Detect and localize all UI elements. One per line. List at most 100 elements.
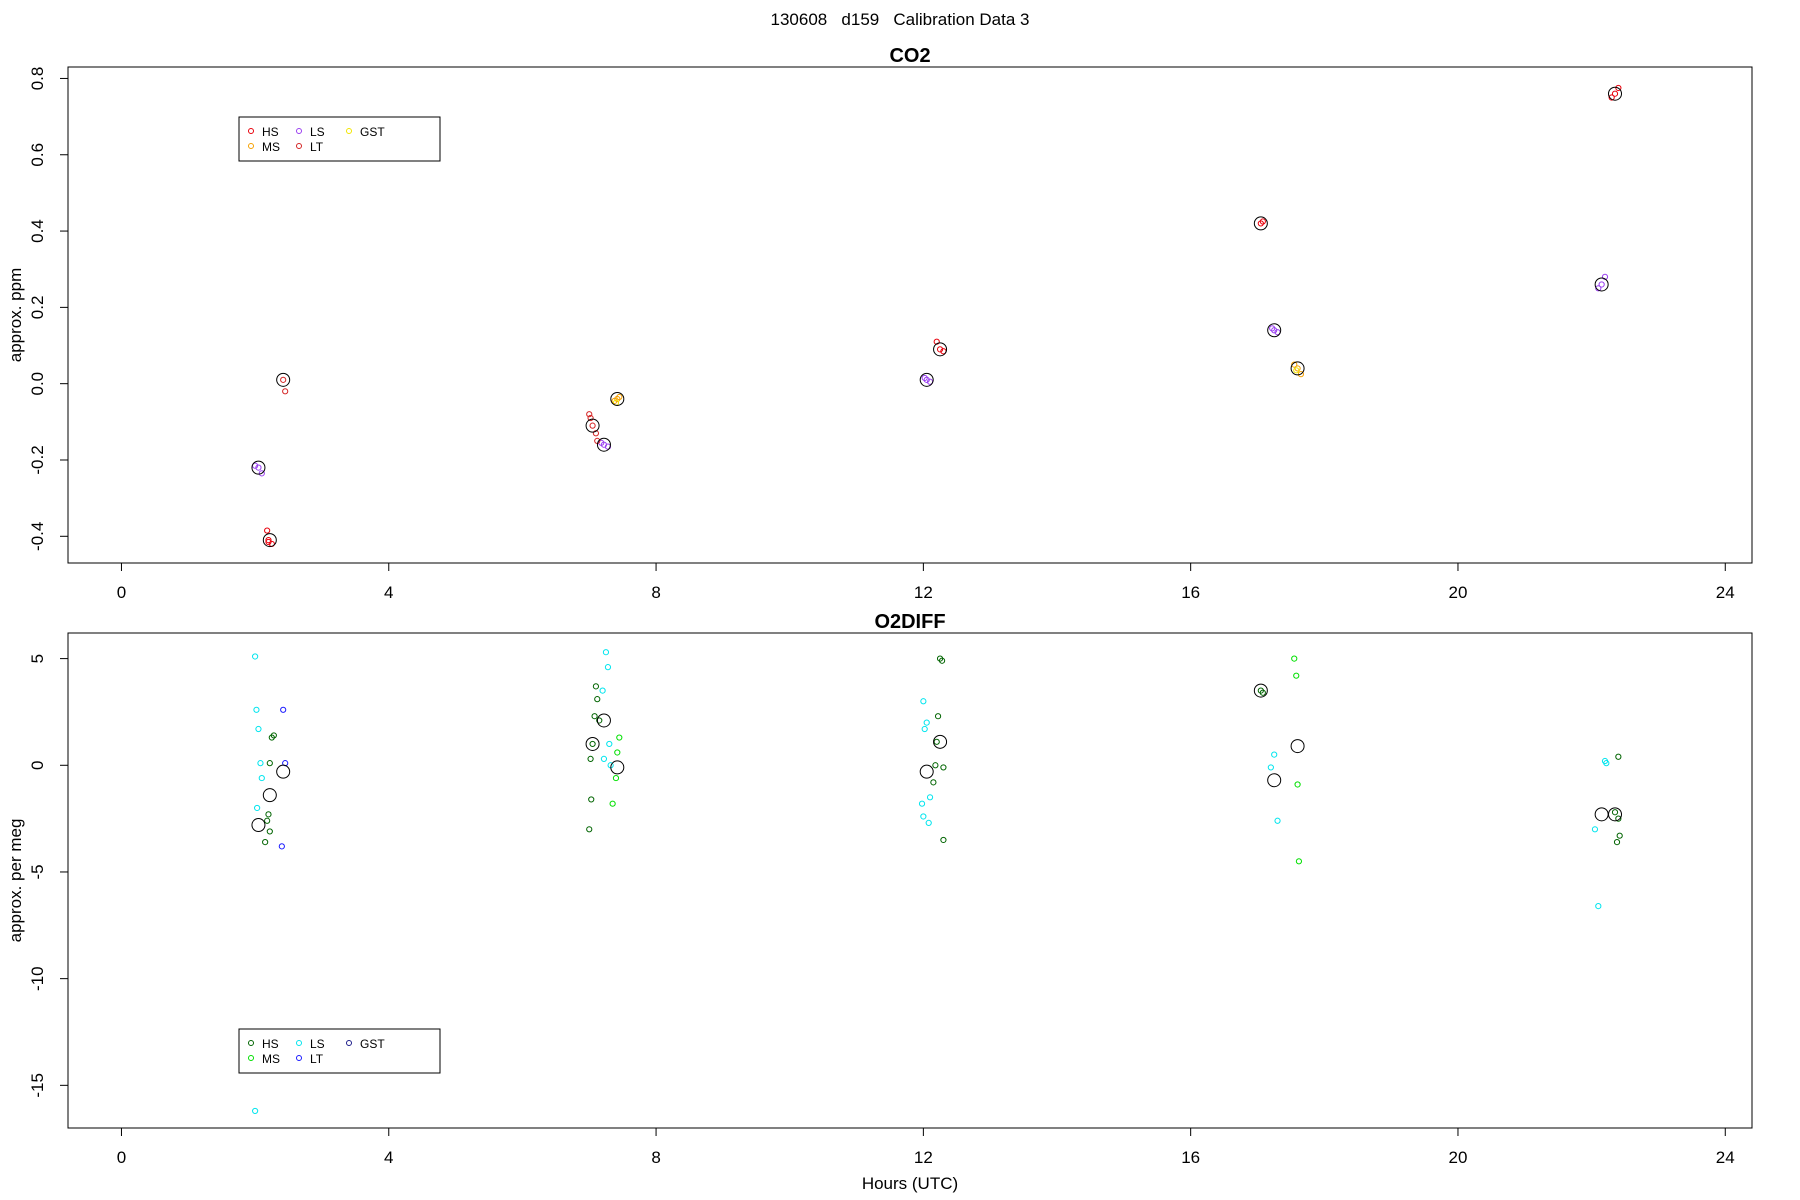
data-point (599, 687, 606, 694)
data-point (588, 796, 595, 803)
y-tick-label: -0.2 (28, 445, 47, 474)
mean-marker (933, 342, 948, 357)
y-tick-label: -15 (28, 1073, 47, 1098)
y-tick-label: 0.8 (28, 67, 47, 91)
data-point (589, 422, 596, 429)
mean-marker (1253, 683, 1268, 698)
data-point (921, 725, 928, 733)
data-point (940, 836, 947, 844)
legend-box (238, 116, 441, 162)
data-point (1297, 371, 1305, 378)
mean-marker (1608, 807, 1623, 822)
mean-marker (262, 788, 277, 803)
x-tick-label: 20 (1449, 1148, 1468, 1167)
data-point (258, 470, 265, 477)
data-point (589, 740, 596, 748)
mean-marker (1608, 86, 1623, 101)
legend-item-ms: MS (248, 1052, 280, 1066)
data-point (616, 734, 623, 741)
data-point (1295, 858, 1303, 865)
mean-marker (610, 760, 625, 775)
legend-label: LT (310, 140, 324, 154)
data-point (265, 811, 272, 818)
data-point (1294, 781, 1301, 788)
data-point (921, 374, 928, 382)
data-point (587, 414, 594, 422)
data-point (270, 732, 277, 739)
data-point (600, 755, 608, 762)
data-point (933, 738, 940, 745)
y-tick-label: -5 (28, 864, 47, 879)
y-axis-label: approx. ppm (6, 268, 25, 363)
mean-marker (1594, 807, 1609, 822)
data-point (936, 346, 944, 353)
data-point (252, 1107, 259, 1115)
legend-marker (296, 1040, 302, 1046)
legend-label: HS (262, 125, 279, 139)
data-point (280, 706, 287, 713)
data-point (1271, 327, 1278, 334)
series-hs (262, 655, 1623, 846)
x-tick-label: 20 (1449, 583, 1468, 602)
data-point (1615, 815, 1622, 822)
data-point (920, 813, 927, 820)
data-point (282, 388, 289, 395)
data-point (1598, 281, 1605, 288)
legend-marker (296, 143, 302, 149)
legend-label: MS (262, 140, 280, 154)
data-point (1591, 826, 1599, 833)
data-point (1257, 220, 1264, 227)
data-point (1269, 325, 1276, 332)
x-tick-label: 0 (117, 1148, 126, 1167)
series-ms (609, 655, 1303, 865)
mean-marker (276, 764, 291, 779)
y-tick-label: 0.6 (28, 143, 47, 167)
mean-marker (1267, 773, 1282, 788)
data-point (254, 804, 261, 812)
page-title: 130608 d159 Calibration Data 3 (770, 10, 1030, 29)
mean-marker (919, 372, 934, 387)
data-point (266, 828, 273, 835)
data-point (596, 717, 603, 724)
data-point (1615, 84, 1622, 92)
data-point (264, 817, 271, 824)
data-point (255, 464, 262, 471)
data-point (266, 760, 273, 767)
mean-markers (251, 86, 1623, 548)
data-point (592, 683, 600, 690)
legend-item-ls: LS (296, 1037, 325, 1051)
data-point (1259, 689, 1266, 696)
legend-label: MS (262, 1052, 280, 1066)
x-tick-label: 12 (914, 583, 933, 602)
data-point (1293, 367, 1300, 374)
mean-marker (276, 372, 291, 387)
data-point (257, 760, 264, 767)
data-point (918, 800, 926, 807)
data-point (932, 762, 939, 769)
data-point (604, 664, 612, 671)
legend-label: LS (310, 125, 325, 139)
legend-item-ms: MS (248, 140, 280, 154)
x-tick-label: 4 (384, 583, 393, 602)
data-point (258, 774, 265, 782)
y-tick-label: -10 (28, 966, 47, 991)
mean-marker (596, 713, 611, 728)
x-tick-label: 16 (1181, 1148, 1200, 1167)
data-point (265, 538, 272, 546)
x-tick-label: 16 (1181, 583, 1200, 602)
data-point (1291, 655, 1298, 662)
data-point (1595, 903, 1602, 910)
data-point (930, 779, 937, 786)
data-point (1293, 672, 1300, 679)
data-point (278, 843, 285, 850)
mean-marker (1290, 739, 1305, 754)
legend-label: GST (360, 1037, 385, 1051)
legend-label: LS (310, 1037, 325, 1051)
data-point (1616, 832, 1623, 839)
legend-marker (346, 1040, 352, 1046)
data-point (265, 537, 272, 544)
legend-marker (248, 143, 254, 149)
